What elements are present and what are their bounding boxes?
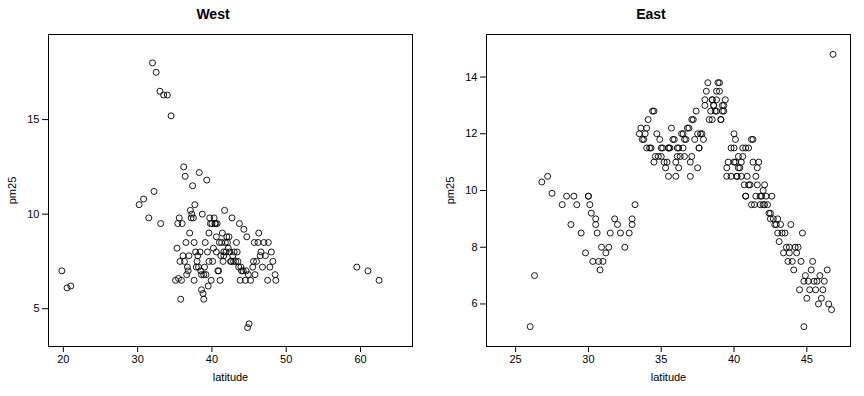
svg-text:10: 10 bbox=[27, 208, 39, 220]
svg-text:6: 6 bbox=[471, 297, 477, 309]
svg-text:30: 30 bbox=[132, 353, 144, 365]
svg-text:35: 35 bbox=[655, 353, 667, 365]
svg-text:45: 45 bbox=[801, 353, 813, 365]
svg-text:20: 20 bbox=[57, 353, 69, 365]
svg-text:latitude: latitude bbox=[651, 371, 686, 383]
html-text:West: West bbox=[196, 6, 230, 22]
svg-text:40: 40 bbox=[206, 353, 218, 365]
svg-text:25: 25 bbox=[509, 353, 521, 365]
svg-text:60: 60 bbox=[354, 353, 366, 365]
svg-text:12: 12 bbox=[465, 127, 477, 139]
svg-text:50: 50 bbox=[280, 353, 292, 365]
svg-text:30: 30 bbox=[582, 353, 594, 365]
svg-text:14: 14 bbox=[465, 71, 477, 83]
html-text:East: East bbox=[636, 6, 666, 22]
svg-text:pm25: pm25 bbox=[444, 177, 456, 205]
svg-text:40: 40 bbox=[728, 353, 740, 365]
svg-text:10: 10 bbox=[465, 184, 477, 196]
svg-text:pm25: pm25 bbox=[6, 177, 18, 205]
svg-text:8: 8 bbox=[471, 241, 477, 253]
svg-text:latitude: latitude bbox=[213, 371, 248, 383]
svg-text:15: 15 bbox=[27, 113, 39, 125]
svg-text:5: 5 bbox=[33, 302, 39, 314]
